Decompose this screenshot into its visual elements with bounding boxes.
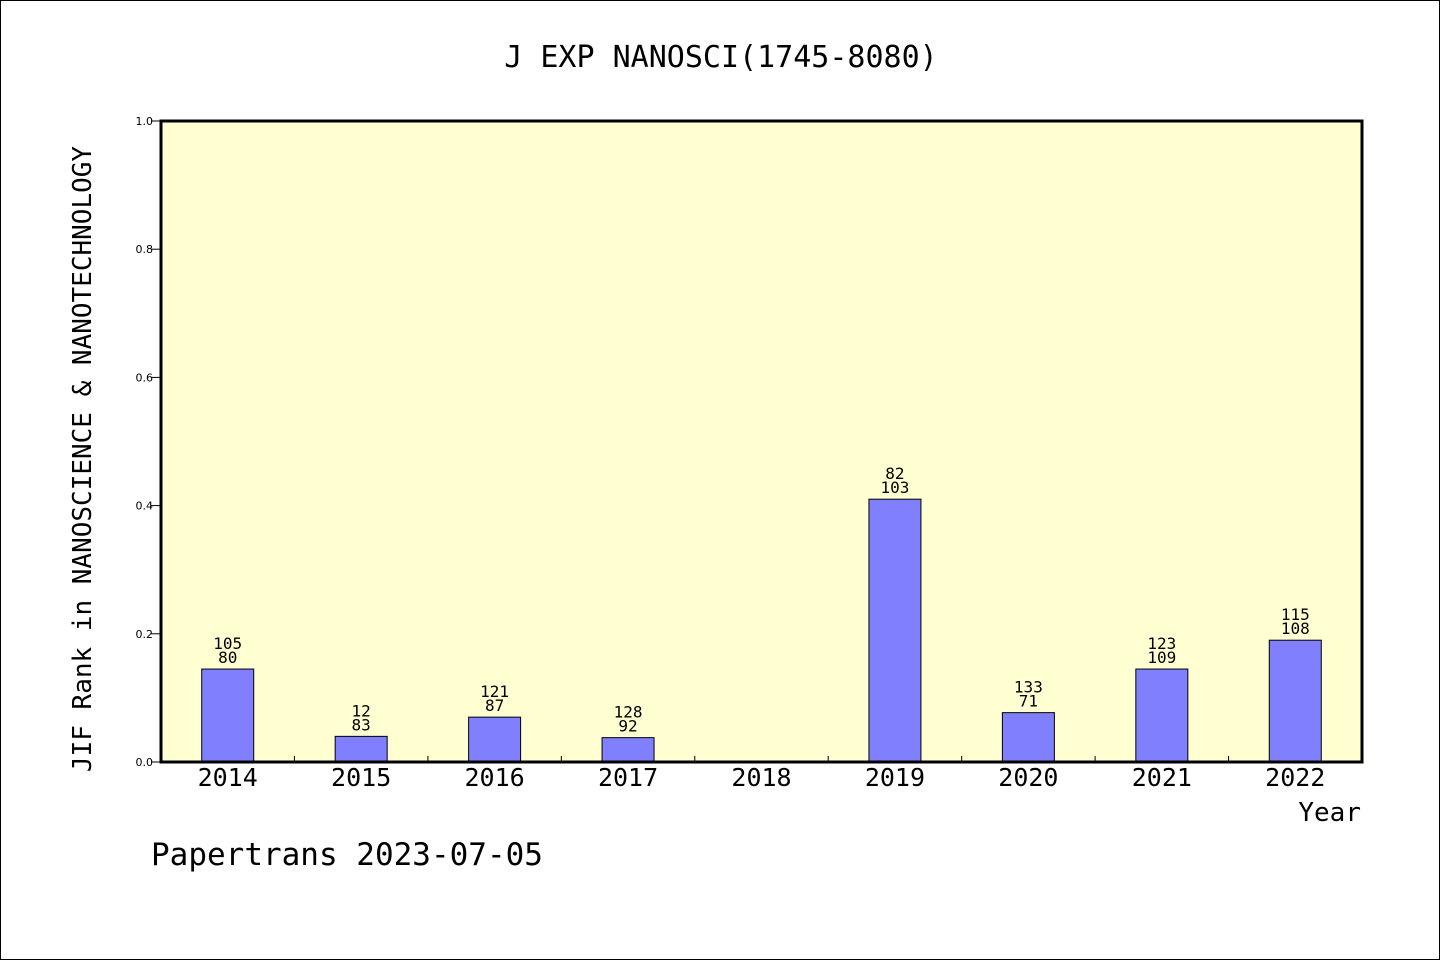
y-tick-labels: 0.0 0.2 0.4 0.6 0.8 1.0 — [136, 115, 161, 769]
chart-title: J EXP NANOSCI(1745-8080) — [504, 40, 937, 75]
plot-area — [161, 121, 1362, 762]
x-axis-title: Year — [1298, 798, 1361, 828]
y-tick-label: 0.6 — [136, 371, 154, 384]
bar-2021 — [1135, 668, 1189, 763]
x-tick-label: 2016 — [465, 763, 525, 792]
bar-2015 — [334, 735, 388, 763]
data-label-top: 105 — [213, 634, 242, 653]
bar-2022 — [1268, 639, 1322, 763]
y-tick-label: 0.8 — [136, 243, 154, 256]
data-label-bottom: 87 — [485, 696, 504, 715]
data-label-bottom: 108 — [1281, 619, 1310, 638]
data-label-bottom: 92 — [618, 717, 637, 736]
data-label-bottom: 71 — [1019, 692, 1038, 711]
bar-2019 — [868, 498, 922, 763]
data-label-bottom: 103 — [880, 478, 909, 497]
y-tick-label: 0.0 — [136, 756, 154, 769]
data-label-top: 12 — [352, 701, 371, 720]
data-label-top: 121 — [480, 682, 509, 701]
data-label-bottom: 80 — [218, 648, 237, 667]
x-tick-label: 2022 — [1265, 763, 1325, 792]
y-tick-label: 0.2 — [136, 628, 154, 641]
x-tick-label: 2021 — [1132, 763, 1192, 792]
x-tick-label: 2019 — [865, 763, 925, 792]
data-label-top: 123 — [1147, 634, 1176, 653]
y-tick-label: 0.4 — [136, 500, 154, 513]
data-label-top: 128 — [614, 703, 643, 722]
y-axis-title: JIF Rank in NANOSCIENCE & NANOTECHNOLOGY — [68, 146, 98, 772]
bar-2014 — [201, 668, 255, 763]
x-tick-label: 2018 — [731, 763, 791, 792]
x-tick-labels: 2014 2015 2016 2017 2018 2019 2020 2021 2022 — [198, 756, 1325, 792]
bars-group — [201, 498, 1322, 763]
x-tick-label: 2017 — [598, 763, 658, 792]
bar-2016 — [468, 716, 522, 763]
data-label-top: 82 — [885, 464, 904, 483]
data-label-bottom: 109 — [1147, 648, 1176, 667]
data-label-bottom: 83 — [352, 715, 371, 734]
plot-border — [159, 119, 1364, 764]
x-tick-label: 2020 — [998, 763, 1058, 792]
y-tick-label: 1.0 — [136, 115, 154, 128]
data-label-top: 133 — [1014, 678, 1043, 697]
footer-text: Papertrans 2023-07-05 — [151, 837, 543, 873]
bar-2020 — [1001, 712, 1055, 763]
data-label-top: 115 — [1281, 605, 1310, 624]
x-tick-label: 2015 — [331, 763, 391, 792]
x-tick-label: 2014 — [198, 763, 258, 792]
bar-2017 — [601, 737, 655, 763]
